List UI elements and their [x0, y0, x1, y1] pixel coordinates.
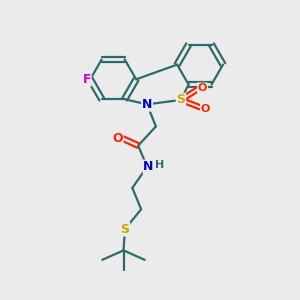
Text: H: H [155, 160, 164, 170]
Text: O: O [201, 104, 210, 114]
Text: F: F [82, 73, 91, 86]
Text: N: N [143, 160, 154, 173]
Text: O: O [112, 132, 123, 145]
Text: O: O [198, 83, 207, 93]
Text: S: S [176, 93, 185, 106]
Text: N: N [142, 98, 152, 111]
Text: S: S [121, 223, 130, 236]
